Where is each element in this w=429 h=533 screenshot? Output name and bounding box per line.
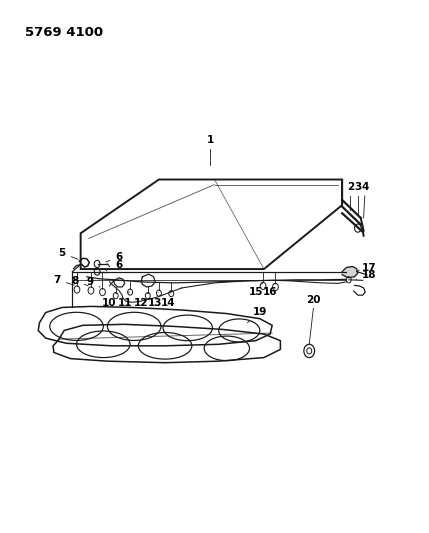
Text: 19: 19	[248, 306, 267, 323]
Text: 6: 6	[106, 252, 123, 262]
Text: 7: 7	[54, 275, 74, 285]
Polygon shape	[342, 266, 358, 278]
Text: 16: 16	[263, 284, 278, 297]
Text: 4: 4	[361, 182, 369, 192]
Text: 1: 1	[207, 135, 214, 145]
Text: 12: 12	[134, 293, 148, 309]
Text: 9: 9	[87, 277, 100, 287]
Text: 6: 6	[106, 260, 123, 271]
Text: 2: 2	[347, 182, 354, 192]
Text: 14: 14	[161, 290, 176, 309]
Text: 5: 5	[58, 248, 78, 260]
Text: 20: 20	[306, 295, 320, 305]
Text: 13: 13	[148, 293, 163, 309]
Text: 11: 11	[118, 292, 133, 309]
Text: 8: 8	[72, 276, 88, 286]
Text: 17: 17	[358, 263, 377, 273]
Text: 3: 3	[354, 182, 362, 192]
Text: 18: 18	[356, 270, 377, 280]
Text: 5769 4100: 5769 4100	[25, 26, 103, 39]
Text: 10: 10	[102, 293, 117, 309]
Text: 15: 15	[248, 282, 263, 297]
